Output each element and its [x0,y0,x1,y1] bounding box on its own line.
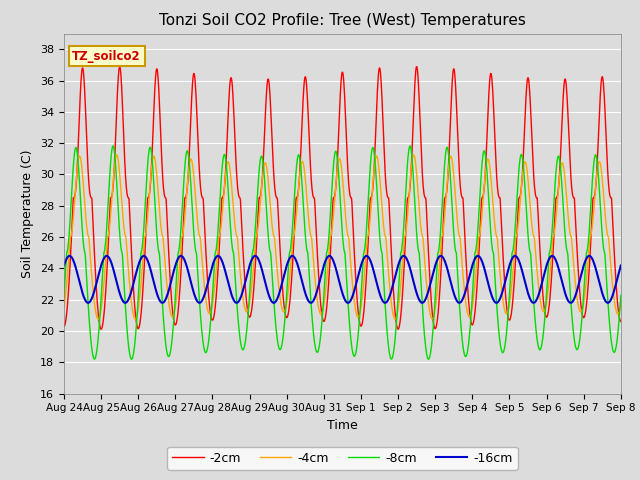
-8cm [429,320,437,326]
-4cm [171,308,179,313]
X-axis label: Time: Time [327,419,358,432]
-2cm [617,319,625,324]
Line: -4cm: -4cm [64,155,621,319]
Line: -8cm: -8cm [64,146,621,359]
-16cm [270,300,278,306]
-2cm [116,64,124,70]
-4cm [429,314,437,320]
-16cm [429,268,437,274]
-8cm [184,149,191,155]
-4cm [184,172,192,178]
-2cm [97,326,105,332]
-16cm [246,261,254,267]
-8cm [552,177,559,182]
-4cm [113,152,120,158]
Y-axis label: Soil Temperature (C): Soil Temperature (C) [22,149,35,278]
-2cm [502,300,510,306]
-8cm [502,332,510,338]
Line: -16cm: -16cm [64,256,621,303]
-16cm [617,263,625,268]
Line: -2cm: -2cm [64,67,621,329]
-2cm [60,324,68,329]
Title: Tonzi Soil CO2 Profile: Tree (West) Temperatures: Tonzi Soil CO2 Profile: Tree (West) Temp… [159,13,526,28]
-2cm [185,165,193,171]
-16cm [289,253,296,259]
-8cm [406,143,414,149]
Text: TZ_soilco2: TZ_soilco2 [72,50,141,63]
-4cm [502,311,510,316]
-4cm [552,221,559,227]
-4cm [392,316,399,322]
-8cm [425,356,433,362]
-2cm [172,322,179,328]
-4cm [617,302,625,308]
-2cm [552,204,559,210]
-2cm [429,321,437,326]
-16cm [60,263,68,268]
-16cm [552,256,559,262]
-8cm [246,283,254,289]
-8cm [617,292,625,298]
-16cm [170,266,178,272]
-16cm [502,274,510,280]
Legend: -2cm, -4cm, -8cm, -16cm: -2cm, -4cm, -8cm, -16cm [167,447,518,469]
-4cm [60,304,68,310]
-2cm [247,312,255,317]
-16cm [184,267,191,273]
-8cm [60,294,68,300]
-4cm [246,293,254,299]
-8cm [170,310,178,316]
